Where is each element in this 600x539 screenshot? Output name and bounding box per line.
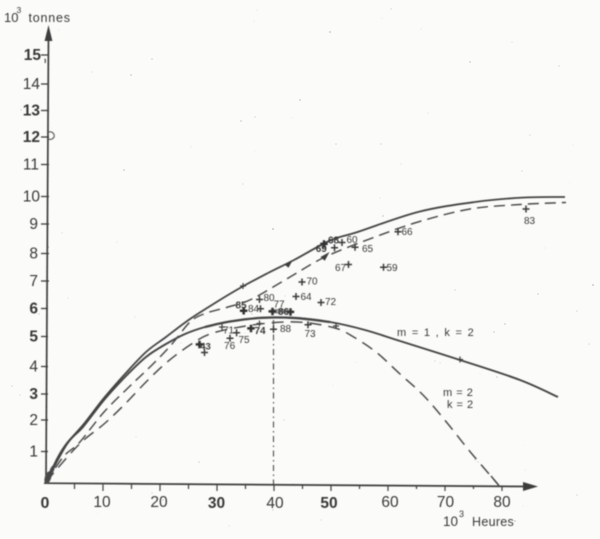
svg-text:10: 10 [23, 189, 41, 206]
svg-text:10: 10 [4, 10, 18, 25]
svg-text:88: 88 [280, 324, 292, 335]
svg-text:0: 0 [41, 495, 50, 512]
svg-text:15: 15 [24, 47, 42, 64]
svg-text:m = 2: m = 2 [443, 387, 473, 399]
svg-text:Heures: Heures [472, 515, 514, 529]
svg-text:10: 10 [443, 514, 458, 529]
svg-text:6: 6 [29, 301, 38, 318]
svg-text:71: 71 [223, 326, 235, 337]
svg-text:3: 3 [17, 5, 22, 15]
svg-text:7: 7 [29, 273, 38, 290]
svg-text:72: 72 [325, 297, 337, 308]
svg-text:11: 11 [23, 157, 39, 174]
svg-text:76: 76 [224, 341, 236, 352]
svg-text:m = 1 , k = 2: m = 1 , k = 2 [397, 327, 475, 339]
svg-text:65: 65 [362, 244, 374, 255]
svg-text:74: 74 [254, 326, 266, 337]
svg-text:66: 66 [401, 227, 413, 238]
svg-text:10: 10 [93, 494, 111, 511]
svg-text:4: 4 [29, 359, 38, 376]
svg-text:77: 77 [273, 300, 285, 311]
svg-text:9: 9 [29, 216, 38, 233]
svg-text:80: 80 [263, 293, 275, 304]
svg-text:1: 1 [29, 444, 38, 461]
svg-text:30: 30 [208, 495, 225, 512]
svg-text:12: 12 [23, 129, 40, 146]
svg-text:69: 69 [316, 244, 328, 255]
svg-text:86: 86 [278, 307, 290, 318]
svg-text:50: 50 [320, 495, 337, 512]
svg-text:3: 3 [459, 509, 464, 519]
svg-text:8: 8 [29, 246, 38, 263]
svg-text:85: 85 [235, 301, 247, 312]
svg-text:20: 20 [150, 494, 168, 511]
svg-text:60: 60 [346, 235, 358, 246]
svg-text:5: 5 [29, 329, 38, 346]
svg-text:67: 67 [335, 263, 347, 274]
svg-text:80: 80 [493, 494, 511, 511]
svg-text:14: 14 [23, 76, 41, 93]
svg-text:2: 2 [29, 412, 38, 429]
svg-text:73: 73 [304, 329, 316, 340]
svg-text:3: 3 [29, 386, 38, 403]
svg-text:43: 43 [200, 342, 211, 353]
svg-text:59: 59 [386, 263, 398, 274]
svg-text:68: 68 [328, 236, 340, 247]
svg-text:13: 13 [23, 103, 41, 120]
svg-text:70: 70 [306, 277, 318, 288]
svg-text:64: 64 [300, 292, 312, 303]
svg-text:tonnes: tonnes [29, 11, 71, 25]
svg-text:60: 60 [381, 494, 399, 511]
svg-text:83: 83 [524, 216, 536, 227]
svg-text:k = 2: k = 2 [447, 399, 474, 411]
svg-text:84: 84 [248, 304, 260, 315]
svg-text:40: 40 [266, 495, 284, 512]
svg-text:75: 75 [238, 335, 250, 346]
svg-text:70: 70 [437, 494, 455, 511]
